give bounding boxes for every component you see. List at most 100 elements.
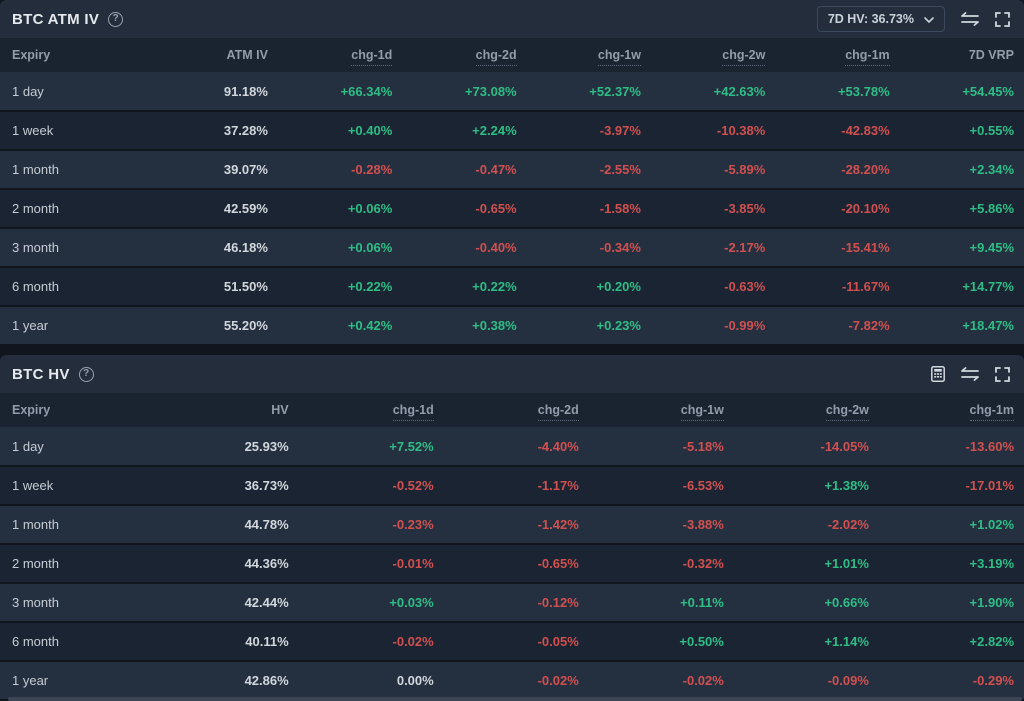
table-row: 1 day 25.93% +7.52% -4.40% -5.18% -14.05% -13.… xyxy=(0,427,1024,466)
value-cell: -0.52% xyxy=(392,478,434,493)
table-row: 3 month 42.44% +0.03% -0.12% +0.11% +0.66% +1.… xyxy=(0,583,1024,622)
fullscreen-icon[interactable] xyxy=(995,11,1010,27)
value-cell: +1.38% xyxy=(824,478,869,493)
value-cell: +0.42% xyxy=(347,318,393,333)
value-cell: -7.82% xyxy=(848,318,890,333)
expiry-cell: 1 month xyxy=(12,517,59,532)
value-cell: -28.20% xyxy=(841,162,890,177)
swap-icon[interactable] xyxy=(961,12,979,26)
column-header-chg-2w[interactable]: chg-2w xyxy=(733,393,879,427)
column-header-chg-2w[interactable]: chg-2w xyxy=(650,38,776,72)
value-cell: 42.44% xyxy=(244,595,289,610)
column-header-hv: HV xyxy=(153,393,299,427)
value-cell: +0.55% xyxy=(969,123,1014,138)
value-cell: +2.24% xyxy=(472,123,517,138)
value-cell: +18.47% xyxy=(962,318,1014,333)
table-row: 1 year 55.20% +0.42% +0.38% +0.23% -0.99% -7.8… xyxy=(0,306,1024,345)
value-cell: +7.52% xyxy=(389,438,434,454)
value-cell: -0.32% xyxy=(682,556,724,571)
value-cell: -2.17% xyxy=(724,240,766,255)
value-cell: 37.28% xyxy=(223,123,268,138)
value-cell: +0.40% xyxy=(347,123,393,138)
hv-period-dropdown-value: 7D HV: 36.73% xyxy=(827,12,914,26)
column-header-7d-vrp: 7D VRP xyxy=(899,38,1024,72)
value-cell: -0.02% xyxy=(682,673,724,688)
expiry-cell: 1 day xyxy=(12,83,44,99)
table-row: 6 month 40.11% -0.02% -0.05% +0.50% +1.14% +2.… xyxy=(0,622,1024,661)
value-cell: +0.06% xyxy=(347,201,393,216)
value-cell: +0.23% xyxy=(596,318,641,333)
table-row: 1 day 91.18% +66.34% +73.08% +52.37% +42.63% +… xyxy=(0,72,1024,111)
table-header-row: Expiry HV chg-1d chg-2d chg-1w chg-2w chg-1m xyxy=(0,393,1024,427)
value-cell: -0.40% xyxy=(475,240,517,255)
value-cell: 42.59% xyxy=(223,201,268,216)
value-cell: -0.47% xyxy=(475,162,517,177)
column-header-chg-1w[interactable]: chg-1w xyxy=(526,38,651,72)
column-header-expiry: Expiry xyxy=(0,393,154,427)
page-title: BTC HV xyxy=(12,365,70,383)
expiry-cell: 1 year xyxy=(12,318,49,333)
value-cell: -0.05% xyxy=(537,634,579,649)
value-cell: +73.08% xyxy=(464,83,517,99)
expiry-cell: 3 month xyxy=(12,240,59,255)
column-header-chg-1w[interactable]: chg-1w xyxy=(588,393,734,427)
value-cell: -0.02% xyxy=(392,634,434,649)
value-cell: -0.65% xyxy=(475,201,517,216)
value-cell: -4.40% xyxy=(537,438,579,454)
toolbar xyxy=(931,366,1010,382)
value-cell: -0.65% xyxy=(537,556,579,571)
value-cell: -3.88% xyxy=(682,517,724,532)
calculator-icon[interactable] xyxy=(931,366,945,382)
hv-table: Expiry HV chg-1d chg-2d chg-1w chg-2w chg-1m 1… xyxy=(0,393,1024,701)
column-header-chg-1d[interactable]: chg-1d xyxy=(277,38,403,72)
value-cell: +66.34% xyxy=(340,83,393,99)
page-title: BTC ATM IV xyxy=(12,10,100,28)
value-cell: -0.09% xyxy=(827,673,869,688)
horizontal-scrollbar[interactable] xyxy=(8,697,1022,701)
value-cell: +0.38% xyxy=(472,318,517,333)
value-cell: -0.01% xyxy=(392,556,434,571)
column-header-chg-1d[interactable]: chg-1d xyxy=(298,393,444,427)
table-row: 1 year 42.86% 0.00% -0.02% -0.02% -0.09% -0.29… xyxy=(0,661,1024,700)
panel-hv: BTC HV ? xyxy=(0,355,1024,701)
question-circle-icon[interactable]: ? xyxy=(108,11,124,27)
table-row: 1 week 37.28% +0.40% +2.24% -3.97% -10.38% -42… xyxy=(0,111,1024,150)
expiry-cell: 2 month xyxy=(12,556,59,571)
value-cell: 91.18% xyxy=(223,83,268,99)
table-row: 1 month 44.78% -0.23% -1.42% -3.88% -2.02% +1.… xyxy=(0,505,1024,544)
value-cell: -0.63% xyxy=(724,279,766,294)
value-cell: +14.77% xyxy=(962,279,1014,294)
value-cell: -0.34% xyxy=(599,240,641,255)
column-header-chg-2d[interactable]: chg-2d xyxy=(443,393,589,427)
toolbar: 7D HV: 36.73% xyxy=(816,6,1010,32)
value-cell: -1.58% xyxy=(599,201,641,216)
value-cell: -5.89% xyxy=(724,162,766,177)
value-cell: -11.67% xyxy=(841,279,890,294)
value-cell: +3.19% xyxy=(969,556,1014,571)
column-header-chg-2d[interactable]: chg-2d xyxy=(402,38,527,72)
value-cell: +53.78% xyxy=(837,83,890,99)
expiry-cell: 6 month xyxy=(12,634,59,649)
column-header-chg-1m[interactable]: chg-1m xyxy=(878,393,1024,427)
question-circle-icon[interactable]: ? xyxy=(78,366,94,382)
expiry-cell: 1 week xyxy=(12,478,54,493)
value-cell: 55.20% xyxy=(223,318,268,333)
column-header-chg-1m[interactable]: chg-1m xyxy=(775,38,900,72)
chevron-down-icon xyxy=(924,12,934,26)
value-cell: -5.18% xyxy=(682,438,724,454)
hv-period-dropdown[interactable]: 7D HV: 36.73% xyxy=(816,6,945,32)
table-header-row: Expiry ATM IV chg-1d chg-2d chg-1w chg-2w chg-… xyxy=(0,38,1024,72)
value-cell: -1.17% xyxy=(537,478,579,493)
value-cell: 25.93% xyxy=(244,438,289,454)
swap-icon[interactable] xyxy=(961,367,979,381)
expiry-cell: 6 month xyxy=(12,279,59,294)
expiry-cell: 1 week xyxy=(12,123,54,138)
table-row: 1 month 39.07% -0.28% -0.47% -2.55% -5.89% -28… xyxy=(0,150,1024,189)
value-cell: +0.06% xyxy=(347,240,393,255)
value-cell: 44.78% xyxy=(244,517,289,532)
fullscreen-icon[interactable] xyxy=(995,366,1010,382)
panel-title-group: BTC ATM IV ? xyxy=(12,10,124,28)
value-cell: -17.01% xyxy=(965,478,1014,493)
value-cell: -0.23% xyxy=(392,517,434,532)
